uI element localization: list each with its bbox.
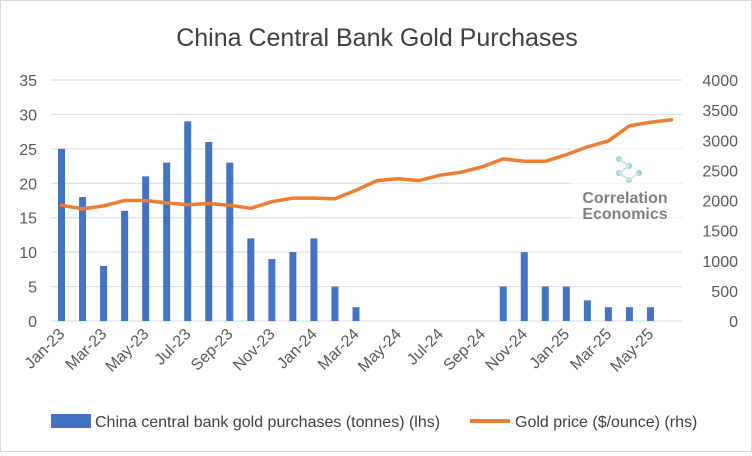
x-tick-label: May-25 — [608, 326, 658, 376]
bar — [184, 121, 192, 321]
bar — [583, 300, 591, 321]
bar — [142, 176, 150, 321]
x-tick-label: Jan-24 — [274, 326, 321, 373]
bar — [310, 238, 318, 321]
y-right-tick-label: 1500 — [702, 224, 738, 241]
legend-bar-label: China central bank gold purchases (tonne… — [95, 414, 440, 431]
y-left-tick-label: 0 — [28, 314, 37, 331]
x-tick-label: Sep-23 — [188, 326, 237, 375]
bar — [205, 141, 213, 321]
x-tick-label: May-24 — [355, 326, 405, 376]
legend: China central bank gold purchases (tonne… — [51, 414, 697, 431]
legend-bar-swatch — [51, 414, 91, 428]
watermark-line2: Economics — [582, 206, 667, 223]
bar — [625, 307, 633, 321]
bar — [58, 148, 66, 321]
bar — [331, 286, 339, 321]
gridlines — [51, 79, 682, 322]
bar — [646, 307, 654, 321]
x-tick-label: May-23 — [103, 326, 153, 376]
watermark-line1: Correlation — [582, 190, 667, 207]
bar — [289, 252, 297, 321]
bar-series — [58, 121, 654, 321]
x-tick-label: Mar-24 — [315, 326, 363, 374]
y-axis-left-ticks: 0 5 10 15 20 25 30 35 — [19, 73, 37, 331]
gold-price-line — [59, 118, 674, 211]
bar — [520, 252, 528, 321]
y-axis-right-ticks: 0 500 1000 1500 2000 2500 3000 3500 4000 — [702, 73, 738, 331]
y-right-tick-label: 1000 — [702, 254, 738, 271]
y-left-tick-label: 25 — [19, 142, 37, 159]
y-left-tick-label: 20 — [19, 176, 37, 193]
x-tick-label: Sep-24 — [441, 326, 490, 375]
x-tick-label: Mar-25 — [567, 326, 615, 374]
y-right-tick-label: 4000 — [702, 73, 738, 90]
line-series — [59, 118, 674, 211]
y-right-tick-label: 3500 — [702, 103, 738, 120]
bar — [268, 259, 276, 321]
chart-title: China Central Bank Gold Purchases — [176, 24, 578, 52]
x-tick-label: Nov-23 — [230, 326, 279, 375]
x-tick-label: Jan-25 — [527, 326, 574, 373]
bar — [163, 162, 171, 321]
y-right-tick-label: 0 — [729, 314, 738, 331]
bar — [604, 307, 612, 321]
legend-line-label: Gold price ($/ounce) (rhs) — [515, 414, 697, 431]
y-left-tick-label: 5 — [28, 280, 37, 297]
x-tick-label: Jan-23 — [22, 326, 69, 373]
bar — [352, 307, 360, 321]
bar — [562, 286, 570, 321]
y-right-tick-label: 2000 — [702, 194, 738, 211]
bar — [226, 162, 234, 321]
y-left-tick-label: 35 — [19, 73, 37, 90]
watermark: Correlation Economics — [571, 136, 681, 248]
bar — [79, 197, 87, 321]
bar — [541, 286, 549, 321]
y-right-tick-label: 2500 — [702, 163, 738, 180]
x-tick-label: Nov-24 — [483, 326, 532, 375]
watermark-bg — [571, 136, 681, 248]
bar — [499, 286, 507, 321]
x-tick-label: Mar-23 — [63, 326, 111, 374]
watermark-logo-icon — [616, 156, 642, 183]
y-right-tick-label: 500 — [711, 284, 738, 301]
y-right-tick-label: 3000 — [702, 133, 738, 150]
y-left-tick-label: 30 — [19, 107, 37, 124]
bar — [121, 210, 129, 321]
bar — [247, 238, 255, 321]
y-left-tick-label: 10 — [19, 245, 37, 262]
y-left-tick-label: 15 — [19, 211, 37, 228]
bar — [100, 265, 108, 321]
